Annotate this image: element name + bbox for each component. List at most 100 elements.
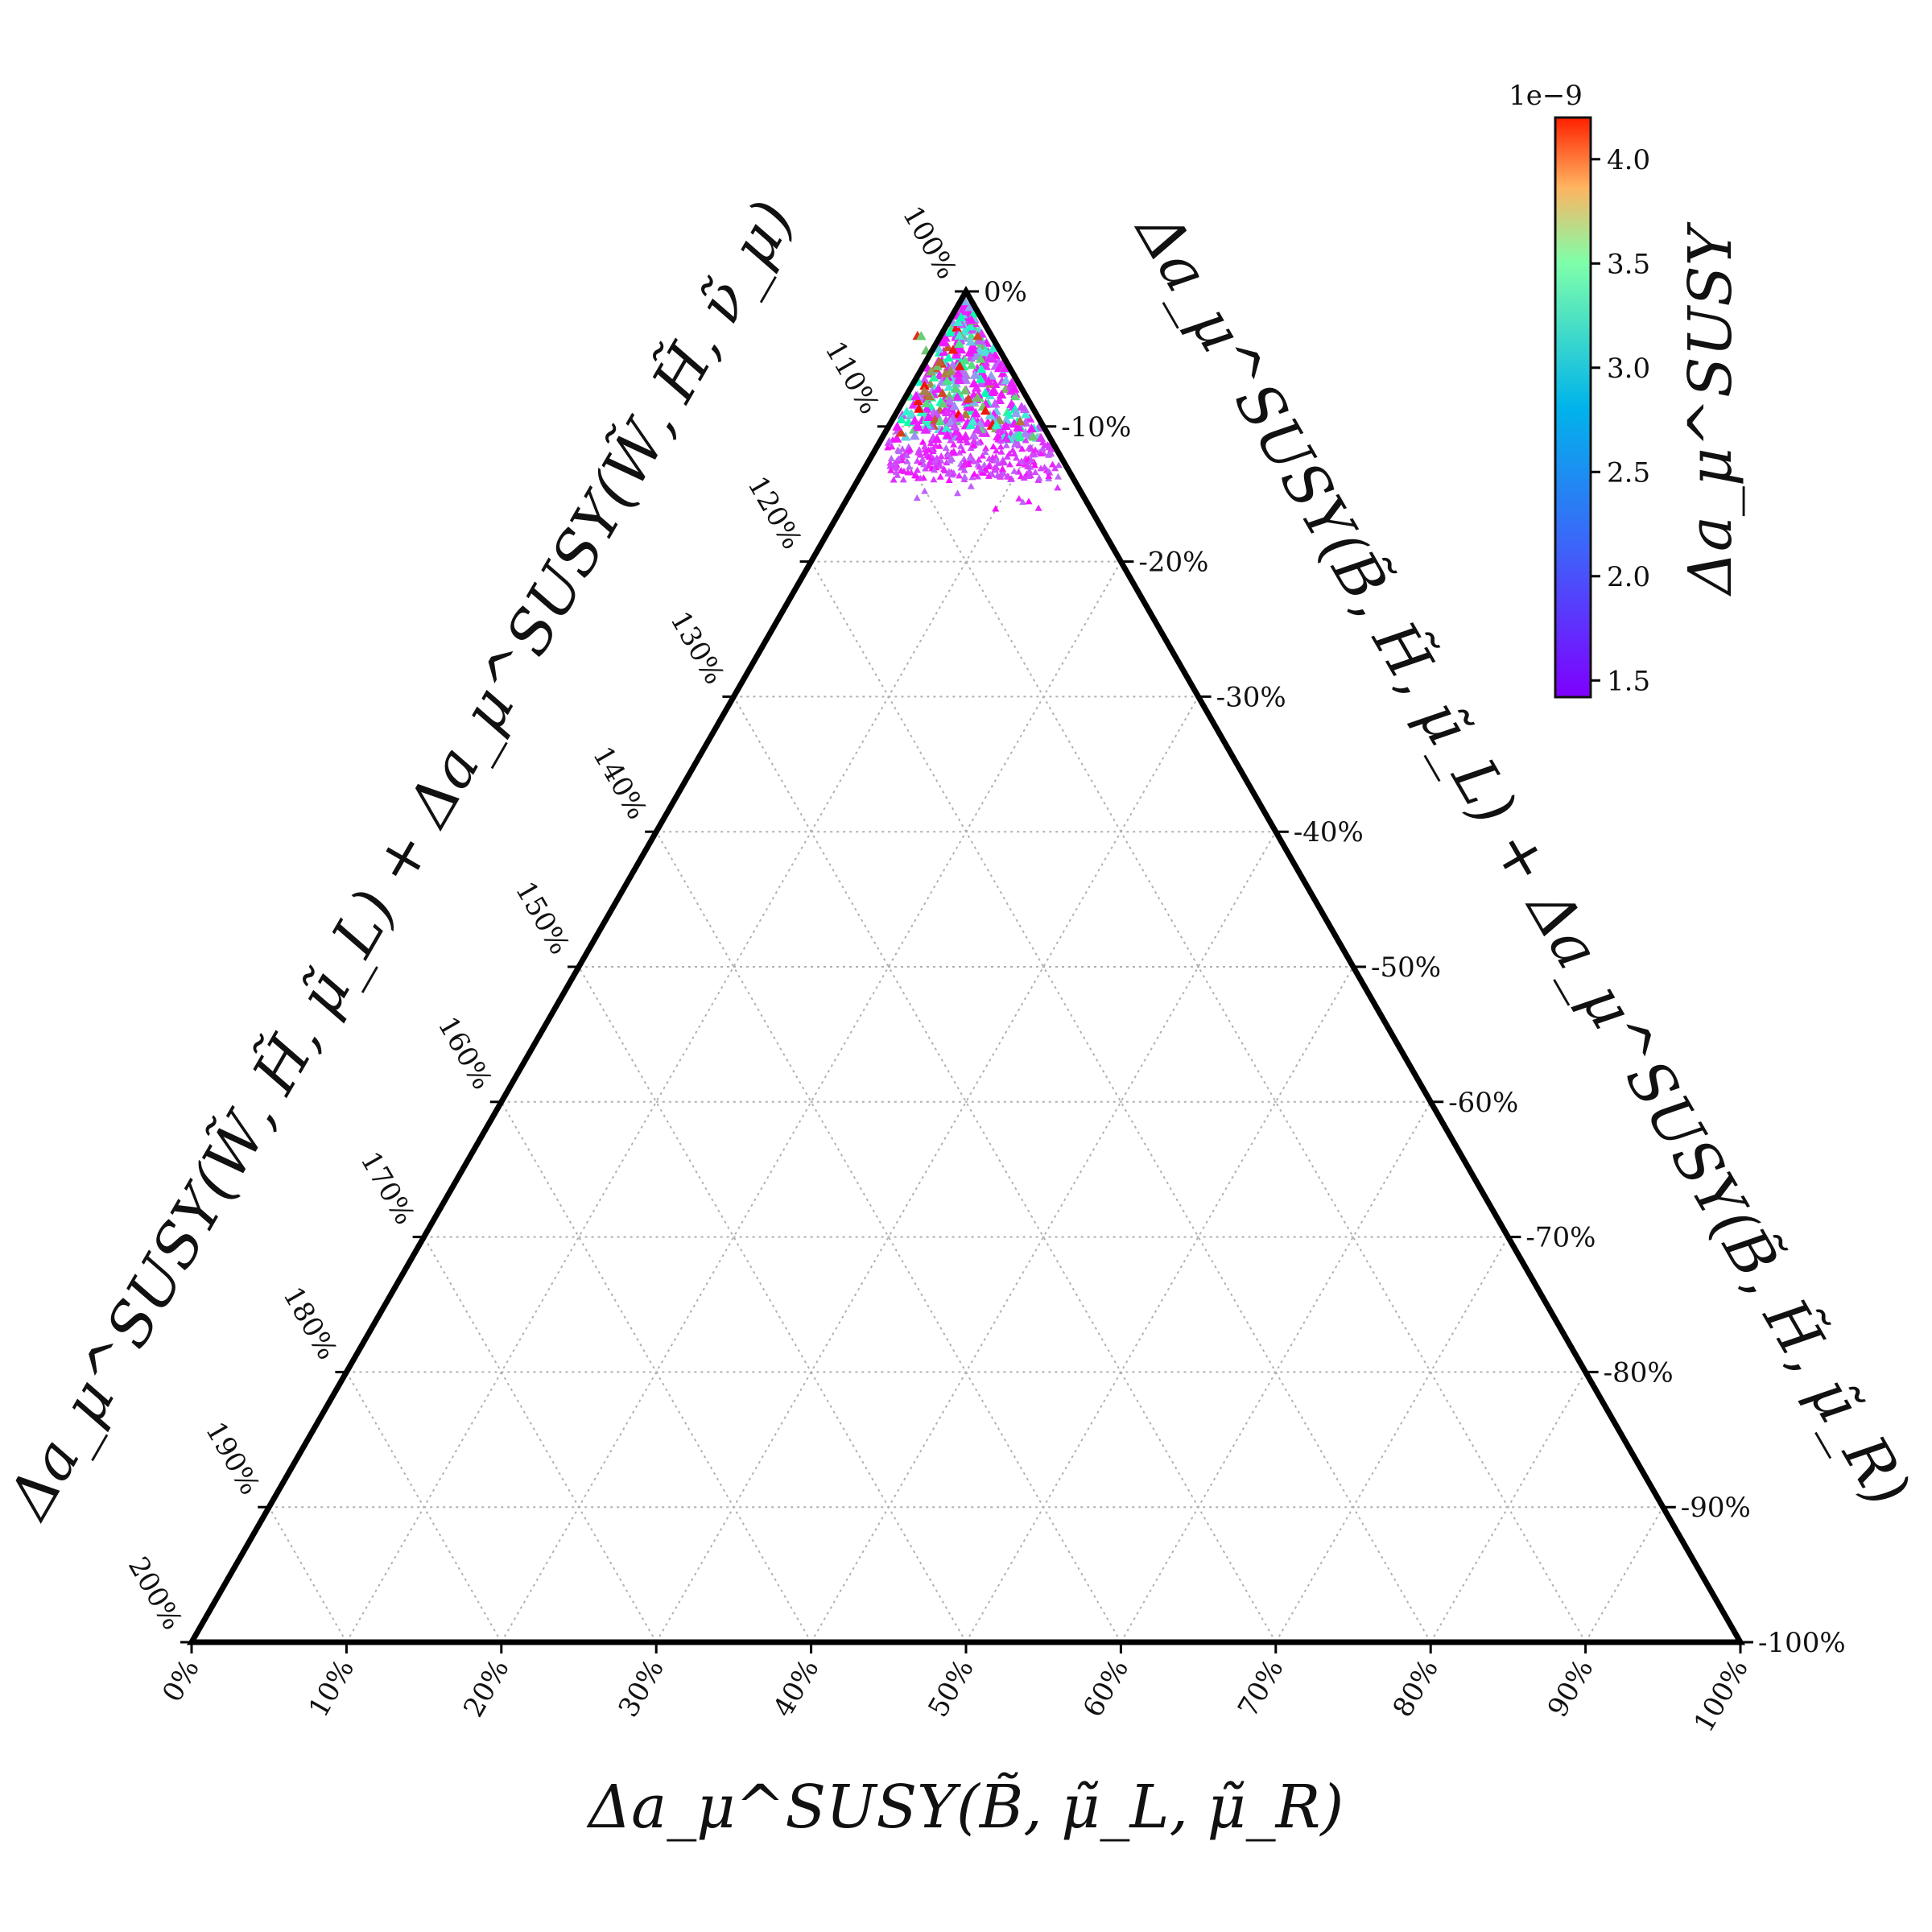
data-point [1008, 475, 1016, 482]
data-point [935, 415, 946, 426]
data-point [999, 458, 1007, 465]
bottom-tick-label: 10% [303, 1654, 361, 1723]
data-point [960, 473, 968, 480]
data-point [1031, 446, 1039, 453]
data-point [936, 462, 944, 469]
left-tick-label: 150% [509, 876, 576, 960]
data-point [988, 342, 999, 352]
data-point [1018, 445, 1026, 452]
data-point [954, 330, 964, 340]
left-tick-label: 100% [896, 200, 963, 284]
data-point [974, 473, 982, 480]
data-point [886, 436, 894, 444]
grid-line [655, 831, 1122, 1643]
data-point [925, 453, 933, 460]
data-point [1000, 469, 1008, 477]
data-point [1010, 440, 1018, 448]
data-point [993, 456, 1001, 463]
data-point [896, 414, 907, 423]
grid-line [655, 696, 1199, 1643]
right-tick-label: -20% [1138, 547, 1208, 579]
bottom-tick-label: 60% [1077, 1654, 1135, 1723]
colorbar-tick-label: 3.5 [1607, 248, 1650, 280]
data-point [891, 433, 902, 443]
data-point [951, 349, 962, 359]
data-point [985, 351, 996, 361]
data-point [1020, 474, 1028, 481]
data-point [960, 374, 971, 384]
data-point [1010, 407, 1022, 418]
data-point [1013, 454, 1021, 461]
data-point [968, 345, 979, 354]
data-point [1046, 469, 1054, 476]
data-point [937, 388, 948, 398]
data-point [964, 302, 975, 312]
data-point [916, 451, 924, 458]
data-point [951, 449, 959, 456]
data-point [1025, 497, 1033, 505]
data-point [1054, 484, 1062, 491]
data-point [970, 440, 978, 448]
grid-line [268, 1506, 348, 1643]
data-point [906, 445, 914, 452]
data-point [1045, 444, 1053, 451]
data-point [980, 461, 989, 469]
data-point [1055, 473, 1063, 480]
data-point [970, 470, 978, 477]
data-point [975, 374, 986, 383]
data-point [931, 433, 943, 444]
data-point [892, 421, 902, 431]
data-point [947, 345, 959, 354]
data-point [898, 452, 906, 459]
data-point [1049, 460, 1057, 468]
data-point [972, 423, 983, 433]
data-point [900, 467, 908, 474]
data-point [989, 385, 1000, 395]
data-point [902, 406, 912, 416]
data-point [887, 455, 895, 462]
bottom-tick-label: 0% [156, 1654, 206, 1708]
data-points [884, 295, 1063, 512]
data-point [965, 336, 976, 346]
data-point [960, 385, 971, 394]
data-point [894, 455, 902, 462]
grid-line [887, 426, 1587, 1643]
data-point [954, 361, 965, 370]
grid-line [500, 561, 1122, 1643]
left-tick-label: 130% [663, 606, 730, 690]
data-point [966, 359, 977, 369]
right-tick-label: -70% [1525, 1222, 1596, 1254]
data-point [927, 440, 935, 447]
data-point [898, 445, 906, 452]
data-point [957, 442, 965, 449]
data-point [1028, 451, 1036, 458]
grid-line [578, 966, 967, 1643]
data-point [981, 448, 989, 456]
data-point [997, 368, 1009, 378]
data-point [1005, 460, 1013, 468]
bottom-tick-label: 30% [613, 1654, 671, 1723]
grid-line [345, 426, 1045, 1643]
data-point [1035, 432, 1046, 442]
data-point [960, 355, 971, 365]
right-tick-label: -50% [1371, 952, 1441, 984]
data-point [916, 331, 927, 341]
left-tick-label: 170% [354, 1146, 421, 1230]
data-point [925, 378, 935, 388]
data-point [1030, 461, 1038, 469]
data-point [966, 331, 976, 341]
bottom-axis-title: Δa_μ^SUSY(B̃, μ̃_L, μ̃_R) [586, 1773, 1344, 1842]
data-point [949, 401, 960, 411]
data-point [979, 452, 987, 459]
data-point [899, 476, 907, 483]
grid-line [423, 1236, 658, 1643]
data-point [886, 462, 894, 469]
data-point [921, 403, 932, 413]
data-point [967, 482, 975, 489]
colorbar-exponent: 1e−9 [1509, 80, 1583, 112]
data-point [1041, 463, 1049, 470]
data-point [960, 409, 971, 419]
data-point [952, 322, 962, 332]
data-point [985, 455, 993, 462]
data-point [980, 387, 991, 397]
